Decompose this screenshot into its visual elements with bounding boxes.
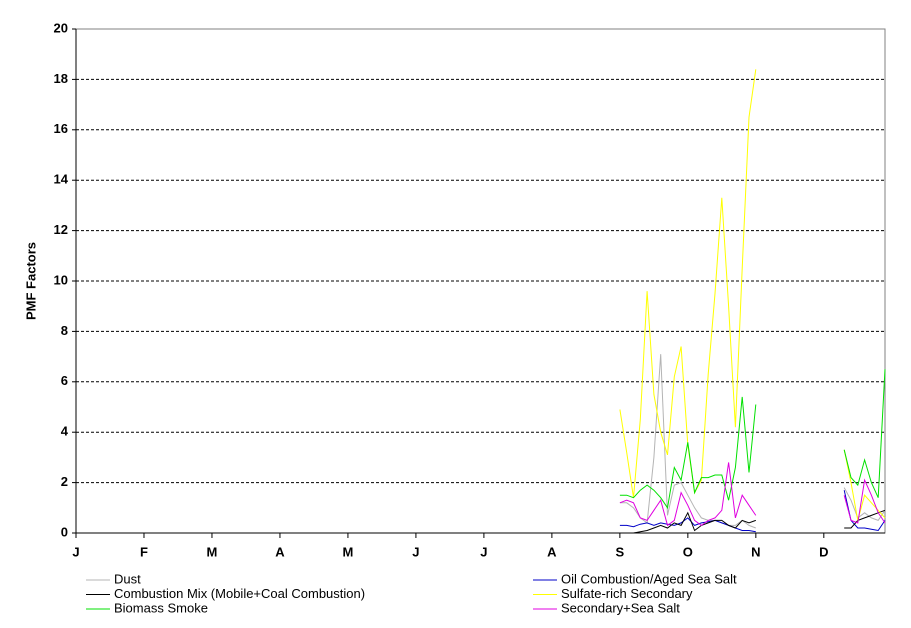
x-tick-label: J bbox=[412, 544, 419, 559]
x-tick-label: M bbox=[343, 544, 354, 559]
y-tick-label: 8 bbox=[61, 323, 68, 338]
series-line bbox=[619, 354, 886, 529]
y-tick-label: 4 bbox=[61, 424, 69, 439]
x-tick-label: N bbox=[751, 544, 760, 559]
x-tick-label: F bbox=[140, 544, 148, 559]
plot-area bbox=[75, 28, 886, 534]
y-tick-label: 0 bbox=[61, 524, 68, 539]
legend-label: Combustion Mix (Mobile+Coal Combustion) bbox=[114, 586, 365, 601]
x-tick-label: A bbox=[275, 544, 285, 559]
y-tick-label: 6 bbox=[61, 373, 68, 388]
legend-label: Dust bbox=[114, 571, 141, 586]
series-line bbox=[619, 462, 886, 527]
y-tick-label: 14 bbox=[54, 172, 69, 187]
legend-label: Oil Combustion/Aged Sea Salt bbox=[561, 571, 737, 586]
x-tick-label: M bbox=[207, 544, 218, 559]
x-tick-label: J bbox=[480, 544, 487, 559]
x-tick-label: S bbox=[616, 544, 625, 559]
legend-label: Biomass Smoke bbox=[114, 600, 208, 615]
x-tick-label: J bbox=[72, 544, 79, 559]
y-tick-label: 16 bbox=[54, 121, 68, 136]
y-axis-label: PMF Factors bbox=[23, 242, 38, 320]
x-tick-label: D bbox=[819, 544, 828, 559]
y-tick-label: 20 bbox=[54, 20, 68, 35]
x-tick-label: A bbox=[547, 544, 557, 559]
legend-label: Sulfate-rich Secondary bbox=[561, 586, 693, 601]
y-tick-label: 12 bbox=[54, 222, 68, 237]
series-line bbox=[619, 369, 886, 510]
y-tick-label: 2 bbox=[61, 474, 68, 489]
x-tick-label: O bbox=[683, 544, 693, 559]
y-tick-label: 18 bbox=[54, 71, 68, 86]
y-tick-label: 10 bbox=[54, 272, 68, 287]
legend-label: Secondary+Sea Salt bbox=[561, 600, 680, 615]
